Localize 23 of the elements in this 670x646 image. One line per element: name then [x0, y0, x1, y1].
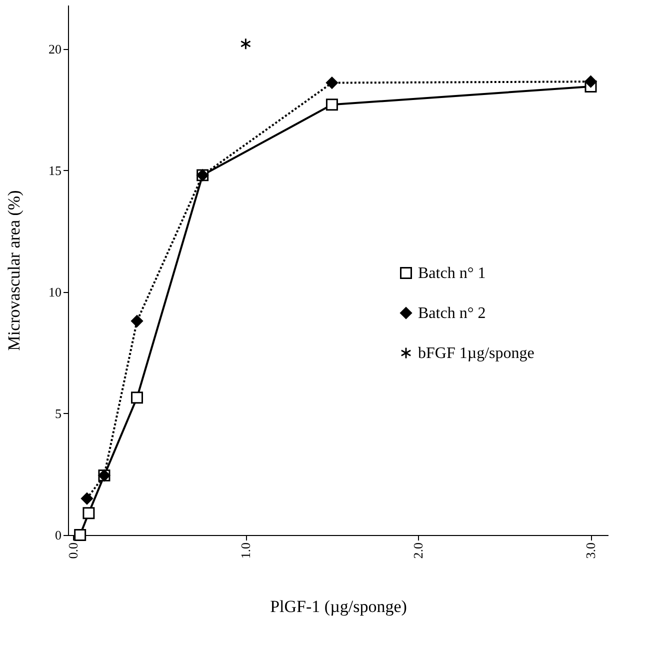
- point: [584, 76, 597, 88]
- point: [326, 98, 338, 111]
- point: [74, 529, 86, 541]
- point: [326, 76, 338, 89]
- y-axis-title: Microvascular area (%): [4, 190, 24, 351]
- y-tick-label: 20: [48, 41, 62, 56]
- y-tick-label: 15: [48, 162, 62, 178]
- point: [82, 507, 95, 520]
- legend-label: Batch n° 1: [418, 265, 486, 282]
- legend-label: Batch n° 2: [418, 305, 486, 322]
- point: [80, 492, 93, 505]
- x-axis-title: PlGF-1 (µg/sponge): [270, 596, 407, 616]
- x-tick-label: 0.0: [66, 542, 81, 559]
- x-tick-label: 2.0: [410, 542, 426, 559]
- legend-label: bFGF 1µg/sponge: [418, 345, 534, 362]
- x-tick-label: 1.0: [238, 542, 254, 559]
- y-tick-label: 5: [55, 406, 62, 421]
- y-tick-label: 10: [48, 284, 62, 300]
- x-tick-label: 3.0: [583, 542, 598, 559]
- point: [131, 315, 144, 328]
- point: [131, 392, 144, 404]
- point: [240, 38, 252, 50]
- y-tick-label: 0: [55, 528, 62, 542]
